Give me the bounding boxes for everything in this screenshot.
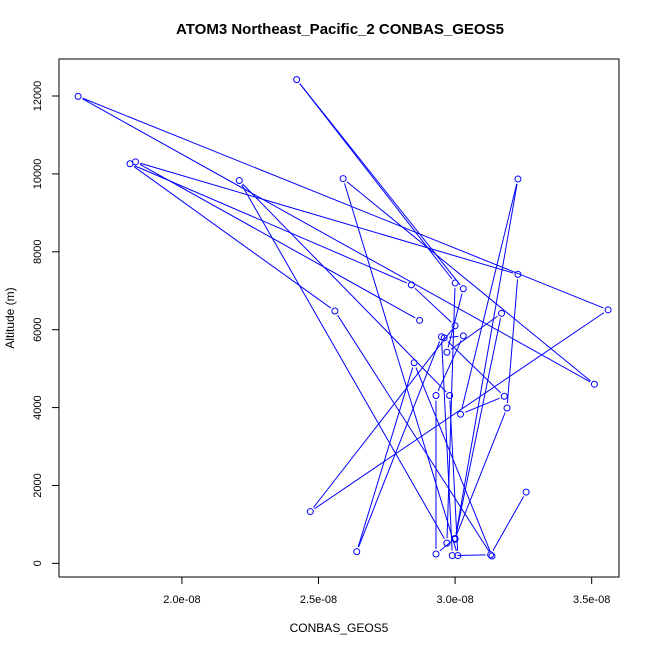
y-tick-label: 4000	[32, 395, 44, 419]
series-segment	[337, 314, 490, 553]
series-segment	[134, 165, 407, 284]
x-tick-label: 3.5e-08	[573, 594, 610, 606]
data-point	[459, 332, 467, 340]
y-tick-label: 2000	[32, 473, 44, 497]
data-point	[416, 316, 424, 324]
series-segment	[299, 83, 461, 286]
data-point	[457, 410, 465, 418]
series-segment	[358, 341, 441, 548]
series-segment	[457, 554, 486, 556]
data-point	[522, 488, 530, 496]
data-point	[446, 392, 454, 400]
series-segment	[447, 340, 502, 394]
series-segment	[312, 329, 453, 508]
y-tick-label: 8000	[32, 240, 44, 264]
data-point	[339, 175, 347, 183]
data-point	[488, 552, 496, 560]
series-segment	[82, 98, 591, 383]
data-point	[498, 309, 506, 317]
data-point	[448, 552, 456, 560]
y-tick-label: 6000	[32, 317, 44, 341]
data-point	[407, 281, 415, 289]
data-point	[514, 270, 522, 278]
data-point	[500, 392, 508, 400]
series-segment	[446, 287, 456, 539]
series-segment	[346, 181, 591, 382]
data-point	[432, 392, 440, 400]
series-segment	[455, 318, 502, 535]
data-point	[590, 380, 598, 388]
data-point	[293, 76, 301, 84]
data-point	[131, 158, 139, 166]
series-segment	[437, 340, 462, 392]
plot-frame	[58, 58, 620, 578]
series-segment	[455, 183, 518, 535]
series-segment	[492, 496, 525, 551]
data-point	[459, 285, 467, 293]
series-segment	[506, 279, 519, 404]
y-axis-label: Altitude (m)	[3, 287, 17, 348]
x-tick-label: 3.0e-08	[436, 594, 473, 606]
data-point	[454, 552, 462, 560]
data-point	[331, 307, 339, 315]
series-segment	[82, 97, 604, 309]
data-point	[443, 539, 451, 547]
data-point	[451, 322, 459, 330]
series-segment	[464, 397, 500, 413]
x-axis-label: CONBAS_GEOS5	[290, 621, 389, 635]
series-segment	[140, 162, 514, 274]
data-point	[74, 92, 82, 100]
x-tick-label: 2.5e-08	[300, 594, 337, 606]
data-point	[432, 550, 440, 558]
series-segment	[449, 335, 459, 338]
data-point	[235, 177, 243, 185]
x-axis: 2.0e-08 2.5e-08 3.0e-08 3.5e-08	[163, 577, 610, 606]
series-segment	[441, 341, 453, 551]
data-point	[353, 548, 361, 556]
chart-title: ATOM3 Northeast_Pacific_2 CONBAS_GEOS5	[176, 21, 504, 38]
data-point	[487, 551, 495, 559]
series-points	[74, 76, 612, 560]
data-point	[451, 534, 459, 542]
series-segment	[357, 367, 414, 548]
series-segment	[242, 183, 447, 393]
series-segment	[450, 315, 498, 350]
y-tick-label: 10000	[32, 159, 44, 190]
series-segment	[241, 184, 445, 540]
y-axis: 0 2000 4000 6000 8000 10000 12000	[32, 81, 59, 566]
x-tick-label: 2.0e-08	[163, 594, 200, 606]
series-segment	[133, 166, 332, 309]
data-point	[451, 279, 459, 287]
series-segment	[456, 412, 506, 534]
data-point	[443, 348, 451, 356]
data-point	[604, 306, 612, 314]
data-point	[503, 404, 511, 412]
series-segment	[461, 183, 518, 410]
series-segment	[139, 163, 416, 319]
y-tick-label: 0	[32, 560, 44, 566]
series-segment	[449, 400, 459, 551]
data-point	[410, 359, 418, 367]
data-point	[514, 175, 522, 183]
data-point	[306, 508, 314, 516]
data-point	[440, 334, 448, 342]
y-tick-label: 12000	[32, 81, 44, 112]
series-segment	[314, 312, 605, 510]
series-lines	[82, 83, 605, 556]
series-segment	[447, 293, 463, 348]
series-segment	[344, 183, 457, 551]
series-segment	[414, 287, 452, 323]
